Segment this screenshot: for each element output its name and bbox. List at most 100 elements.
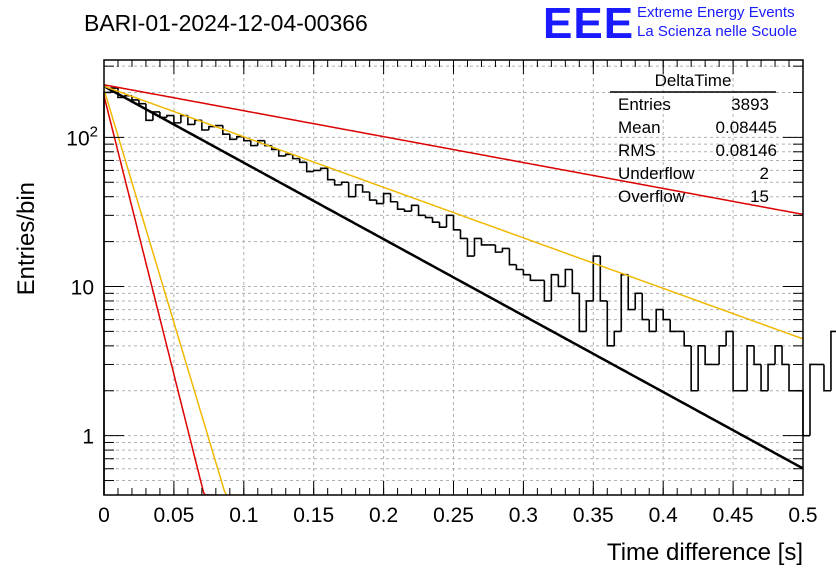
curve-mid-bound-shallow — [104, 85, 803, 340]
histogram-bin — [256, 139, 265, 146]
histogram-bin — [592, 255, 601, 301]
histogram-bin — [403, 209, 412, 212]
histogram-bin — [669, 319, 678, 333]
histogram-bin — [375, 200, 384, 205]
histogram-bin — [340, 181, 349, 185]
histogram-bin — [326, 168, 335, 181]
histogram-bin — [347, 182, 356, 198]
histogram-bin — [354, 184, 363, 197]
histogram-bin — [578, 293, 587, 333]
tick-labels-layer: 0 0.05 0.1 0.15 0.2 0.25 0.3 0.35 0.4 0.45 0.5 1 10 1… — [66, 123, 817, 527]
x-tick-label: 0.3 — [509, 504, 538, 527]
x-tick-label: 0.15 — [293, 504, 334, 527]
histogram-bin — [382, 192, 391, 204]
histogram-bin — [802, 390, 810, 437]
histogram-bin — [243, 136, 251, 142]
histogram-bin — [515, 264, 524, 271]
curve-upper-bound-steep — [104, 95, 215, 495]
stats-label-entries: Entries — [618, 95, 671, 114]
logo-tagline-2: La Scienza nelle Scuole — [637, 23, 798, 40]
histogram-bin — [767, 363, 776, 391]
logo-tagline-1: Extreme Energy Events — [637, 4, 795, 21]
histogram-bin — [774, 345, 783, 365]
histogram-bin — [732, 331, 741, 392]
stats-label-overflow: Overflow — [618, 187, 686, 206]
x-tick-label: 0.2 — [369, 504, 398, 527]
histogram-bin — [648, 319, 657, 333]
histogram-bin — [319, 167, 328, 171]
y-tick-label: 1 — [82, 426, 94, 449]
stats-label-mean: Mean — [618, 118, 661, 137]
histogram-bin — [201, 120, 209, 131]
histogram-bin — [438, 222, 447, 228]
histogram-bin — [809, 363, 817, 436]
histogram-bin — [417, 205, 426, 217]
histogram-bin — [606, 300, 615, 347]
histogram-bin — [662, 309, 671, 321]
curve-upper-bound-shallow — [104, 84, 803, 216]
eee-logo: EEE — [543, 0, 635, 48]
histogram-bin — [466, 238, 475, 257]
stats-value-entries: 3893 — [731, 95, 769, 114]
histogram-bin — [788, 364, 797, 392]
histogram-bin — [550, 273, 559, 301]
stats-title: DeltaTime — [655, 71, 732, 90]
histogram-bin — [389, 193, 398, 203]
stats-value-underflow: 2 — [760, 164, 769, 183]
x-tick-label: 0.4 — [649, 504, 679, 527]
histogram-bin — [746, 345, 755, 391]
x-tick-label: 0.5 — [788, 504, 817, 527]
histogram-bin — [396, 201, 405, 210]
chart-title: BARI-01-2024-12-04-00366 — [84, 10, 368, 36]
histogram-bin — [305, 162, 314, 173]
histogram-bin — [452, 215, 461, 231]
x-tick-label: 0.25 — [433, 504, 474, 527]
histogram-bin — [501, 247, 510, 253]
histogram-bin — [781, 345, 790, 366]
histogram-bin — [473, 237, 482, 257]
histogram-bin — [823, 364, 831, 392]
histogram-bin — [298, 158, 307, 164]
histogram-bin — [229, 134, 237, 141]
histogram-bin — [480, 238, 489, 246]
histogram-bin — [277, 149, 286, 157]
x-tick-label: 0 — [98, 504, 110, 527]
x-tick-label: 0.45 — [713, 504, 754, 527]
histogram-bin — [522, 269, 531, 276]
grid-layer — [104, 60, 803, 496]
histogram-bin — [361, 184, 370, 193]
histogram-bin — [445, 214, 454, 228]
histogram-bin — [634, 292, 643, 310]
histogram-bin — [249, 140, 258, 147]
histogram-bin — [718, 345, 727, 365]
y-tick-label: 10 — [71, 276, 94, 299]
histogram-bin — [760, 364, 769, 392]
y-tick-label: 102 — [66, 123, 98, 150]
histogram-bin — [187, 115, 195, 126]
histogram-bin — [613, 330, 622, 346]
histogram-bin — [753, 345, 762, 366]
x-tick-label: 0.05 — [153, 504, 194, 527]
histogram-bin — [410, 204, 419, 212]
curve-mid-bound-steep — [104, 89, 240, 495]
stats-box: DeltaTime Entries 3893 Mean 0.08445 RMS … — [610, 71, 777, 206]
histogram-bin — [494, 244, 503, 253]
histogram-bin — [725, 330, 734, 346]
histogram-bin — [655, 308, 664, 332]
histogram-bin — [431, 217, 440, 223]
histogram-bin — [222, 125, 230, 135]
histogram-bin — [368, 192, 377, 201]
histogram-bin — [173, 115, 181, 124]
histogram-bin — [627, 274, 636, 311]
histogram-bin — [291, 154, 300, 160]
x-axis-label: Time difference [s] — [607, 539, 803, 566]
histogram-bin — [564, 268, 573, 287]
histogram-bin — [508, 248, 517, 266]
histogram-bin — [697, 345, 706, 391]
histogram-bin — [138, 99, 146, 105]
stats-value-rms: 0.08146 — [716, 141, 777, 160]
histogram-bin — [571, 269, 580, 295]
curve-fit — [104, 85, 803, 470]
histogram-bin — [704, 345, 713, 366]
fit-curves-layer — [104, 84, 803, 495]
